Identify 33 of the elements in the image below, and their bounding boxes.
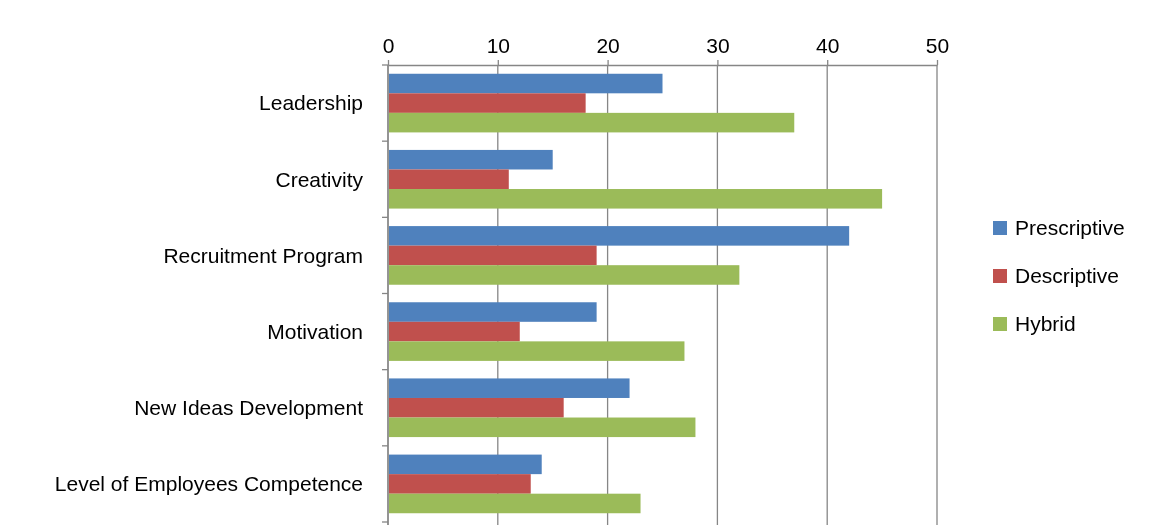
bar [389, 189, 883, 209]
bar [389, 169, 509, 190]
bar [389, 302, 597, 322]
x-tick-label: 10 [486, 33, 510, 57]
legend-label: Prescriptive [1015, 216, 1125, 240]
y-tick-label: Recruitment Program [163, 243, 363, 267]
bar [389, 73, 663, 94]
legend-label: Descriptive [1015, 264, 1119, 288]
bar [389, 378, 630, 398]
y-tick-label: Motivation [267, 319, 363, 343]
bar [389, 265, 740, 285]
y-tick-label: Leadership [259, 91, 363, 115]
x-tick-label: 20 [596, 33, 620, 57]
bar [389, 112, 795, 133]
y-tick-label: Creativity [275, 167, 364, 191]
bar [389, 474, 531, 494]
bar [389, 493, 641, 514]
y-tick-label: New Ideas Development [134, 396, 364, 420]
bar [389, 93, 586, 113]
x-tick-label: 0 [382, 33, 395, 57]
bar [389, 417, 696, 438]
x-tick-label: 40 [816, 33, 840, 57]
bar [389, 397, 564, 418]
bar [389, 454, 542, 475]
y-tick-label: Level of Employees Competence [54, 472, 363, 496]
bar [389, 226, 850, 246]
x-tick-label: 30 [706, 33, 730, 57]
bar [389, 321, 520, 342]
x-tick-label: 50 [925, 33, 950, 57]
legend-label: Hybrid [1015, 312, 1076, 336]
bar [389, 245, 597, 266]
bar [389, 341, 685, 361]
bar [389, 149, 553, 170]
